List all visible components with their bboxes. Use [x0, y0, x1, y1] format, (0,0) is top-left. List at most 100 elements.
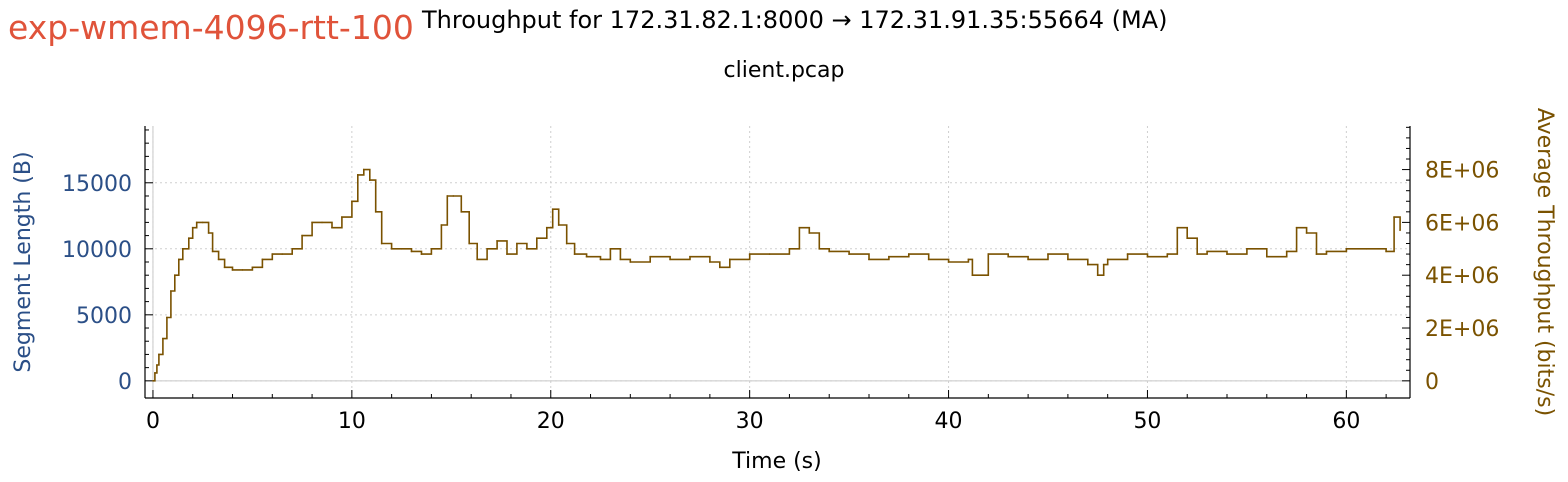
throughput-point [599, 258, 602, 261]
throughput-point [1246, 247, 1248, 250]
throughput-point [1345, 247, 1348, 250]
throughput-point [828, 250, 831, 253]
throughput-point [1393, 216, 1395, 218]
throughput-point [156, 364, 158, 366]
throughput-point [231, 269, 234, 271]
throughput-point [1166, 253, 1169, 255]
throughput-point [291, 247, 293, 250]
throughput-point [181, 247, 184, 250]
throughput-point [1365, 247, 1368, 250]
throughput-point [516, 242, 518, 245]
throughput-point [223, 266, 226, 269]
throughput-point [178, 258, 180, 261]
y-left-tick-label: 5000 [76, 304, 132, 329]
throughput-point [947, 261, 950, 263]
throughput-point [1027, 258, 1029, 261]
throughput-point [460, 211, 463, 213]
x-tick-label: 30 [736, 409, 764, 434]
throughput-point [709, 261, 711, 263]
throughput-point [1086, 263, 1089, 266]
throughput-point [967, 258, 970, 261]
throughput-point [1305, 232, 1308, 234]
throughput-point [486, 247, 488, 250]
throughput-point [1096, 274, 1099, 277]
throughput-point [798, 226, 801, 229]
throughput-point [410, 250, 413, 253]
throughput-point [987, 253, 990, 255]
throughput-point [452, 195, 455, 197]
throughput-point [1399, 229, 1401, 232]
chart-title: Throughput for 172.31.82.1:8000 → 172.31… [422, 6, 1168, 34]
throughput-point [195, 221, 198, 224]
throughput-point [281, 253, 284, 255]
throughput-point [1295, 226, 1298, 229]
throughput-point [166, 316, 168, 319]
throughput-point [301, 234, 303, 237]
y-axis-right-label: Average Throughput (bits/s) [1532, 108, 1557, 416]
throughput-point [1146, 255, 1149, 258]
throughput-point [848, 253, 850, 255]
throughput-point [536, 237, 538, 240]
throughput-point [1047, 253, 1049, 255]
throughput-point [201, 221, 204, 224]
x-tick-label: 20 [537, 409, 565, 434]
throughput-point [174, 274, 176, 277]
throughput-point [551, 208, 554, 210]
throughput-point [420, 253, 423, 255]
x-tick-label: 50 [1133, 409, 1161, 434]
throughput-point [1102, 263, 1105, 266]
throughput-point [321, 221, 323, 224]
throughput-point [440, 224, 443, 226]
throughput-point [271, 253, 274, 255]
throughput-point [351, 200, 353, 203]
y-left-tick-label: 0 [118, 370, 132, 395]
throughput-series-line [153, 168, 1401, 382]
y-right-tick-label: 6E+06 [1425, 211, 1499, 236]
throughput-point [565, 242, 568, 245]
throughput-point [152, 380, 154, 382]
y-right-tick-label: 4E+06 [1425, 264, 1499, 289]
throughput-point [430, 247, 433, 250]
grid [145, 126, 1410, 398]
throughput-point [390, 247, 393, 250]
throughput-point [1186, 237, 1189, 240]
throughput-point [619, 258, 622, 261]
throughput-point [496, 240, 498, 242]
throughput-point [868, 258, 870, 261]
throughput-point [1106, 258, 1109, 261]
throughput-point [170, 290, 172, 292]
throughput-point [719, 266, 721, 269]
y-left-tick-label: 10000 [62, 238, 132, 263]
throughput-point [211, 250, 214, 253]
throughput-point [362, 168, 365, 171]
throughput-point [1226, 253, 1228, 255]
throughput-point [669, 258, 671, 261]
throughput-point [446, 195, 449, 197]
throughput-point [476, 258, 478, 261]
throughput-point [368, 179, 371, 181]
throughput-point [374, 211, 377, 213]
throughput-point [573, 253, 576, 255]
throughput-point [1285, 250, 1288, 253]
throughput-point [557, 224, 560, 226]
throughput-point [217, 258, 220, 261]
throughput-point [191, 226, 194, 229]
throughput-point [468, 242, 471, 245]
throughput-point [154, 372, 156, 374]
throughput-point [1385, 250, 1387, 253]
throughput-point [241, 269, 244, 271]
throughput-point [261, 258, 264, 261]
throughput-point [158, 353, 160, 356]
throughput-point [1126, 253, 1129, 255]
throughput-point [728, 258, 731, 261]
throughput-point [748, 253, 751, 255]
throughput-point [585, 255, 588, 258]
x-tick-label: 60 [1332, 409, 1360, 434]
throughput-point [788, 247, 791, 250]
throughput-point [1196, 253, 1198, 255]
throughput-point [1315, 253, 1318, 255]
throughput-point [1325, 250, 1328, 253]
throughput-point [971, 274, 974, 277]
x-tick-label: 0 [146, 409, 160, 434]
